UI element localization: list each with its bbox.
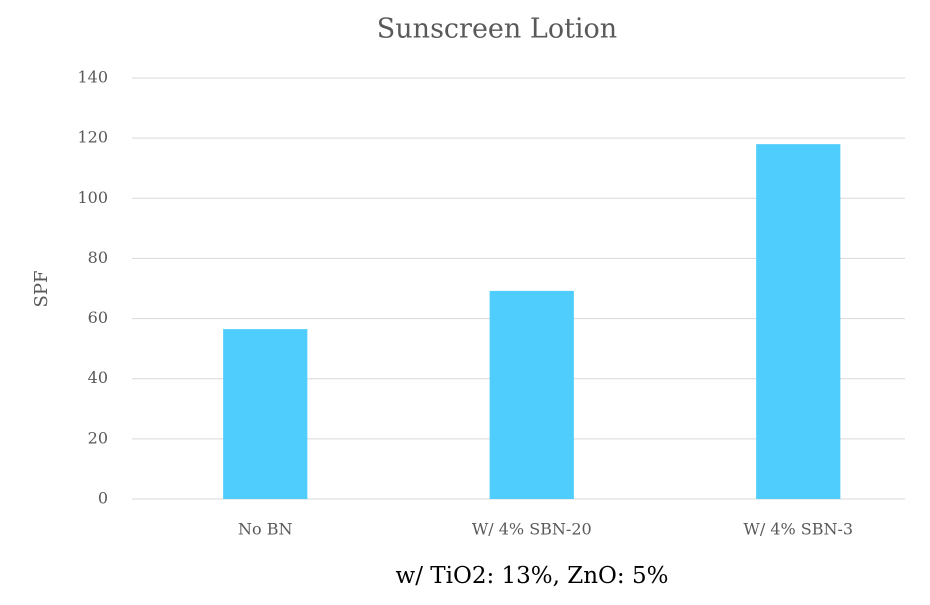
y-tick-label: 20 — [88, 428, 108, 447]
x-tick-label: W/ 4% SBN-3 — [743, 520, 853, 539]
y-tick-label: 60 — [88, 308, 108, 327]
y-tick-label: 140 — [77, 68, 108, 87]
x-tick-label: No BN — [238, 520, 292, 539]
x-axis-label: w/ TiO2: 13%, ZnO: 5% — [396, 563, 669, 589]
y-tick-label: 40 — [88, 368, 108, 387]
y-axis-label: SPF — [31, 271, 52, 308]
bar — [223, 329, 308, 499]
y-tick-label: 100 — [77, 188, 108, 207]
bar — [489, 290, 574, 499]
x-tick-label: W/ 4% SBN-20 — [472, 520, 592, 539]
y-tick-label: 80 — [88, 248, 108, 267]
y-tick-label: 120 — [77, 128, 108, 147]
y-tick-label: 0 — [98, 489, 108, 508]
chart-title: Sunscreen Lotion — [377, 14, 617, 45]
bar — [756, 144, 841, 499]
